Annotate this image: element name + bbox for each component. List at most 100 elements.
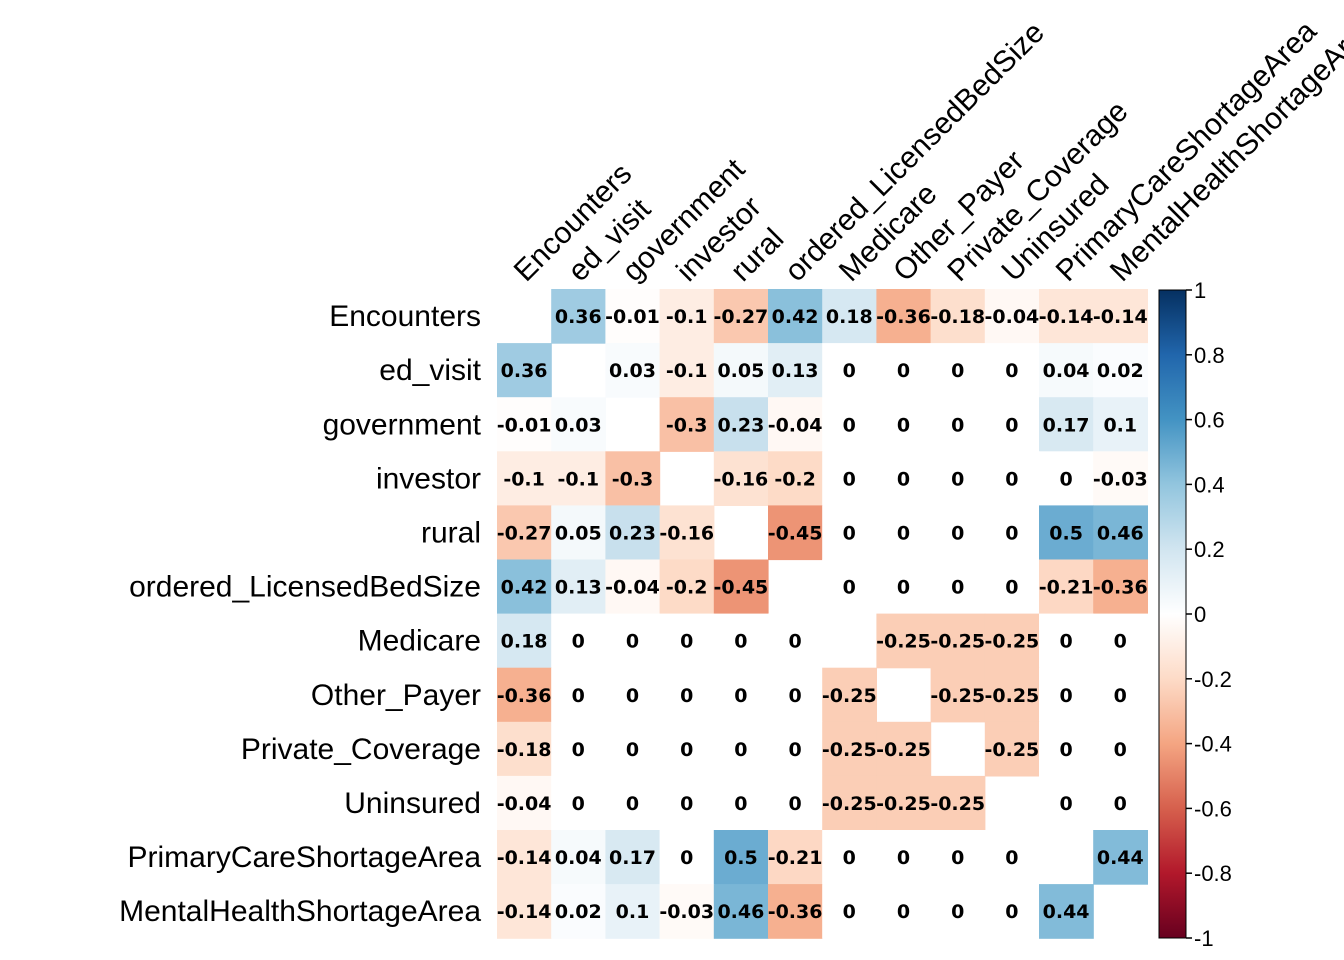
cell-value-10-7: 0 <box>897 847 910 869</box>
heatmap-cell-6-3 <box>659 613 715 669</box>
cell-value-7-11: 0 <box>1114 685 1127 707</box>
heatmap-cell-10-6 <box>822 830 877 885</box>
cell-value-9-5: 0 <box>788 793 801 815</box>
cell-value-2-9: 0 <box>1005 414 1018 436</box>
colorbar-tick-label-5: 0 <box>1194 602 1206 627</box>
row-label-1: ed_visit <box>379 354 481 387</box>
heatmap-cell-7-0 <box>497 667 552 723</box>
heatmap-cell-9-5 <box>768 775 823 831</box>
cell-value-8-1: 0 <box>572 739 585 761</box>
cell-value-11-2: 0.1 <box>616 901 650 923</box>
heatmap-cell-9-11 <box>1093 775 1148 831</box>
cell-value-0-3: -0.1 <box>666 306 708 328</box>
colorbar-tick-label-1: 0.8 <box>1194 343 1225 368</box>
heatmap-cell-7-10 <box>1039 667 1094 723</box>
heatmap-cell-1-2 <box>605 343 661 398</box>
heatmap-cell-10-0 <box>497 830 552 885</box>
heatmap-cell-10-9 <box>984 830 1040 885</box>
heatmap-cell-9-10 <box>1039 775 1094 831</box>
cell-value-4-2: 0.23 <box>609 522 656 544</box>
cell-value-6-0: 0.18 <box>501 631 548 653</box>
cell-value-3-7: 0 <box>897 468 910 490</box>
heatmap-cell-5-6 <box>822 559 877 615</box>
cell-value-7-4: 0 <box>734 685 747 707</box>
cell-value-3-6: 0 <box>843 468 856 490</box>
heatmap-cell-9-7 <box>876 775 932 831</box>
heatmap-cell-2-0 <box>497 397 552 452</box>
heatmap-cell-0-1 <box>551 289 606 344</box>
cell-value-8-11: 0 <box>1114 739 1127 761</box>
heatmap-cell-11-4 <box>713 884 769 939</box>
cell-value-7-5: 0 <box>788 685 801 707</box>
cell-value-5-2: -0.04 <box>605 577 660 599</box>
heatmap-cell-11-1 <box>551 884 606 939</box>
cell-value-4-11: 0.46 <box>1097 522 1144 544</box>
row-label-0: Encounters <box>329 300 481 333</box>
cell-value-0-5: 0.42 <box>772 306 819 328</box>
heatmap-cell-2-6 <box>822 397 877 452</box>
heatmap-cell-7-11 <box>1093 667 1148 723</box>
cell-value-2-6: 0 <box>843 414 856 436</box>
heatmap-cell-11-3 <box>659 884 715 939</box>
row-label-11: MentalHealthShortageArea <box>119 895 481 928</box>
heatmap-cell-1-9 <box>984 343 1040 398</box>
heatmap-cell-6-10 <box>1039 613 1094 669</box>
cell-value-9-10: 0 <box>1059 793 1072 815</box>
cell-value-10-2: 0.17 <box>609 847 656 869</box>
cell-value-6-7: -0.25 <box>876 631 931 653</box>
heatmap-cell-3-7 <box>876 451 932 506</box>
heatmap-cell-10-4 <box>713 830 769 885</box>
heatmap-cell-3-10 <box>1039 451 1094 506</box>
cell-value-4-6: 0 <box>843 522 856 544</box>
heatmap-cell-5-8 <box>930 559 986 615</box>
heatmap-cell-9-6 <box>822 775 877 831</box>
heatmap-cell-6-9 <box>984 613 1040 669</box>
heatmap-cell-5-4 <box>713 559 769 615</box>
cell-value-2-0: -0.01 <box>497 414 552 436</box>
colorbar-tick-label-2: 0.6 <box>1194 408 1225 433</box>
cell-value-6-8: -0.25 <box>930 631 985 653</box>
heatmap-cell-5-3 <box>659 559 715 615</box>
cell-value-10-0: -0.14 <box>497 847 552 869</box>
heatmap-cell-5-11 <box>1093 559 1148 615</box>
cell-value-2-10: 0.17 <box>1043 414 1090 436</box>
cell-value-7-8: -0.25 <box>930 685 985 707</box>
cell-value-9-0: -0.04 <box>497 793 552 815</box>
cell-value-10-8: 0 <box>951 847 964 869</box>
heatmap-cell-11-2 <box>605 884 661 939</box>
heatmap-cell-4-10 <box>1039 505 1094 561</box>
cell-value-8-7: -0.25 <box>876 739 931 761</box>
heatmap-cell-4-3 <box>659 505 715 561</box>
heatmap-cell-7-3 <box>659 667 715 723</box>
heatmap-cell-2-3 <box>659 397 715 452</box>
cell-value-8-0: -0.18 <box>497 739 552 761</box>
cell-value-8-6: -0.25 <box>822 739 877 761</box>
heatmap-cell-0-2 <box>605 289 661 344</box>
cell-value-1-3: -0.1 <box>666 360 708 382</box>
heatmap-cell-8-0 <box>497 721 552 777</box>
cell-value-1-6: 0 <box>843 360 856 382</box>
cell-value-11-9: 0 <box>1005 901 1018 923</box>
cell-value-8-2: 0 <box>626 739 639 761</box>
cell-value-4-1: 0.05 <box>555 522 602 544</box>
heatmap-cell-10-11 <box>1093 830 1148 885</box>
heatmap-cell-6-7 <box>876 613 932 669</box>
cell-value-5-4: -0.45 <box>714 577 769 599</box>
cell-value-5-6: 0 <box>843 577 856 599</box>
heatmap-cell-1-0 <box>497 343 552 398</box>
heatmap-cell-4-7 <box>876 505 932 561</box>
colorbar-gradient <box>1158 289 1187 939</box>
heatmap-cell-3-1 <box>551 451 606 506</box>
heatmap-cell-0-7 <box>876 289 932 344</box>
cell-value-9-1: 0 <box>572 793 585 815</box>
cell-value-3-4: -0.16 <box>714 468 769 490</box>
cell-value-0-1: 0.36 <box>555 306 602 328</box>
heatmap-cell-10-5 <box>768 830 823 885</box>
cell-value-6-9: -0.25 <box>985 631 1040 653</box>
cell-value-10-11: 0.44 <box>1097 847 1144 869</box>
cell-value-1-10: 0.04 <box>1043 360 1090 382</box>
heatmap-cell-2-8 <box>930 397 986 452</box>
heatmap-cell-6-5 <box>768 613 823 669</box>
heatmap-cell-0-4 <box>713 289 769 344</box>
heatmap-cell-8-11 <box>1093 721 1148 777</box>
